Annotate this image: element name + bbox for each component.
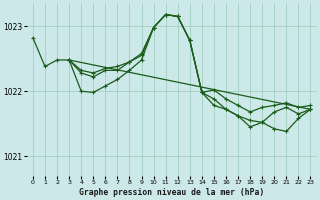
X-axis label: Graphe pression niveau de la mer (hPa): Graphe pression niveau de la mer (hPa) <box>79 188 264 197</box>
